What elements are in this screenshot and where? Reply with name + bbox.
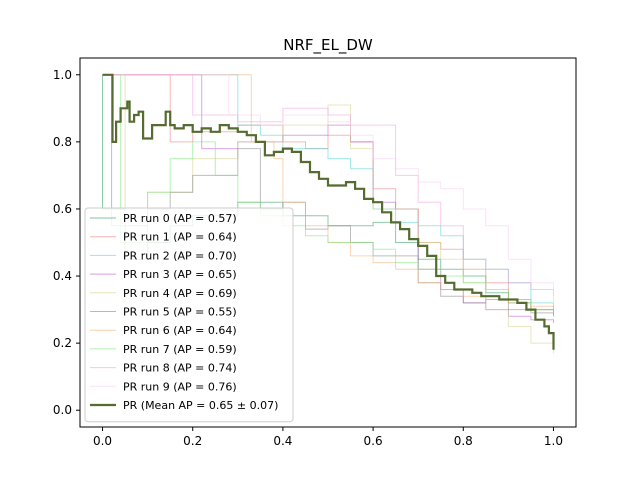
pr-run-line-9: [102, 74, 554, 303]
legend-entry-label: PR run 3 (AP = 0.65): [123, 268, 237, 281]
x-tick-label: 1.0: [544, 434, 563, 448]
x-tick-label: 0.6: [364, 434, 383, 448]
x-tick-label: 0.4: [273, 434, 292, 448]
legend-entry-label: PR run 9 (AP = 0.76): [123, 380, 237, 393]
mean-pr-line: [102, 73, 555, 350]
legend-entry-label: PR run 6 (AP = 0.64): [123, 324, 237, 337]
y-tick-label: 1.0: [53, 68, 72, 82]
legend-entry-label: PR run 2 (AP = 0.70): [123, 249, 237, 262]
pr-run-line-7: [102, 74, 554, 317]
x-axis: 0.0 0.2 0.4 0.6 0.8 1.0: [93, 427, 563, 448]
legend-entry-label: PR run 7 (AP = 0.59): [123, 343, 237, 356]
legend-entry-label: PR run 5 (AP = 0.55): [123, 306, 237, 319]
legend-entry-label: PR run 8 (AP = 0.74): [123, 362, 237, 375]
y-tick-label: 0.4: [53, 269, 72, 283]
chart-title: NRF_EL_DW: [283, 36, 373, 55]
y-tick-label: 0.2: [53, 336, 72, 350]
legend-entry-label: PR run 1 (AP = 0.64): [123, 231, 237, 244]
y-tick-label: 0.6: [53, 202, 72, 216]
y-tick-label: 0.8: [53, 135, 72, 149]
legend: PR run 0 (AP = 0.57) PR run 1 (AP = 0.64)…: [84, 207, 294, 423]
x-tick-label: 0.8: [454, 434, 473, 448]
plot-lines: [102, 73, 555, 354]
legend-box: [84, 207, 294, 423]
x-tick-label: 0.0: [93, 434, 112, 448]
x-tick-label: 0.2: [183, 434, 202, 448]
legend-entry-label: PR (Mean AP = 0.65 ± 0.07): [123, 399, 278, 412]
y-tick-label: 0.0: [53, 403, 72, 417]
legend-entry-label: PR run 0 (AP = 0.57): [123, 212, 237, 225]
legend-entry-label: PR run 4 (AP = 0.69): [123, 287, 237, 300]
axes-frame: [79, 57, 577, 428]
y-axis: 0.0 0.2 0.4 0.6 0.8 1.0: [53, 68, 80, 417]
